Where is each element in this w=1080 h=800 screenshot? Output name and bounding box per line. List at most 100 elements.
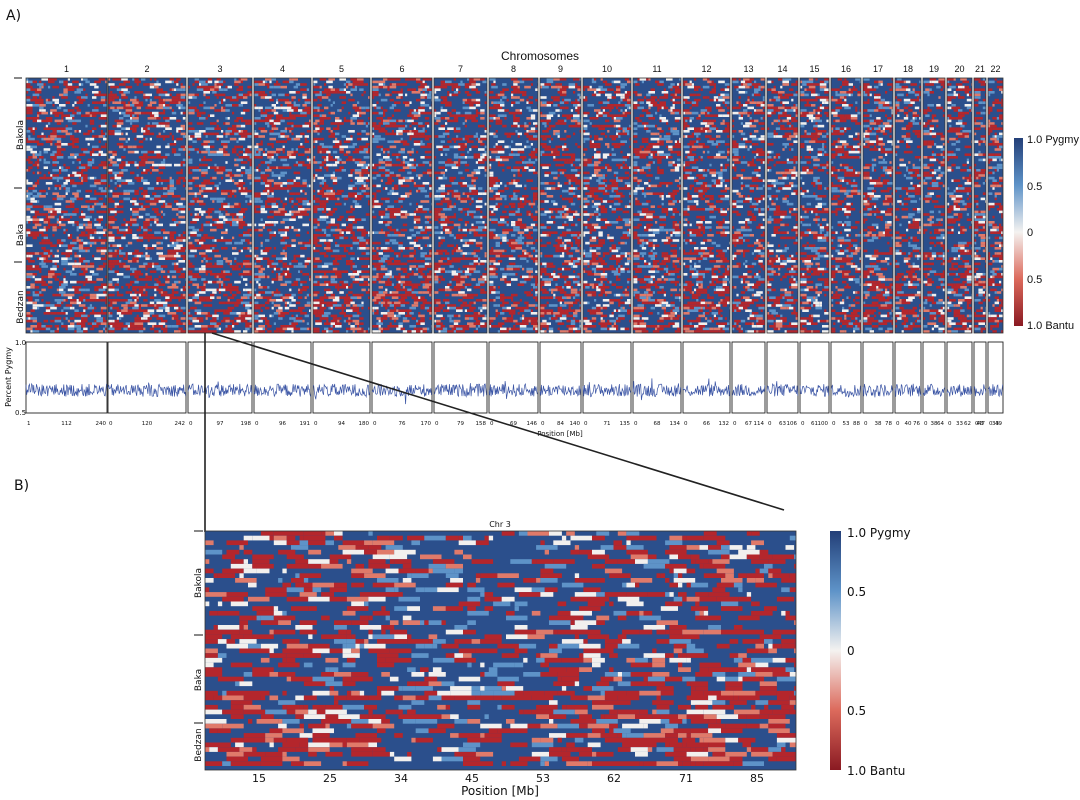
lineplot-chr-10 xyxy=(582,341,632,414)
position-tick-chr-20-0: 0 xyxy=(948,421,952,427)
chromosome-panel-17 xyxy=(862,77,894,334)
position-tick-chr-11-0: 0 xyxy=(634,421,638,427)
position-tick-chr-7-0: 0 xyxy=(435,421,439,427)
chr3-xtick-34: 34 xyxy=(394,772,408,785)
chromosome-panel-20 xyxy=(946,77,973,334)
panel-a-heatmap xyxy=(25,77,1004,334)
percent-pygmy-line-chr-4 xyxy=(253,383,312,398)
chromosome-label-14: 14 xyxy=(777,64,787,74)
chromosome-panel-16 xyxy=(830,77,862,334)
position-tick-chr-18-2: 76 xyxy=(913,421,920,427)
lineplot-chr-4 xyxy=(253,341,312,414)
position-tick-chr-22-1: 33 xyxy=(992,421,999,427)
chromosome-label-22: 22 xyxy=(990,64,1000,74)
lineplot-chr-6 xyxy=(371,341,433,414)
position-tick-chr-19-0: 0 xyxy=(924,421,928,427)
position-tick-chr-3-2: 198 xyxy=(241,421,252,427)
panel-a-group-axis: Bakola Baka Bedzan xyxy=(14,77,26,324)
colorbar-gradient-a xyxy=(1014,138,1023,326)
chromosome-label-20: 20 xyxy=(954,64,964,74)
panel-b-heatmap xyxy=(204,530,797,771)
chr3-xtick-85: 85 xyxy=(750,772,764,785)
group-label-baka: Baka xyxy=(16,224,26,246)
lineplot-chr-16 xyxy=(830,341,862,414)
position-tick-chr-3-1: 97 xyxy=(217,421,224,427)
chr3-group-bakola: Bakola xyxy=(194,568,204,598)
percent-pygmy-line-chr-15 xyxy=(799,384,830,397)
lineplot-chr-18 xyxy=(894,341,922,414)
chromosome-label-16: 16 xyxy=(841,64,851,74)
chromosome-label-3: 3 xyxy=(217,64,222,74)
position-tick-chr-21-2: 47 xyxy=(978,421,985,427)
position-tick-chr-6-2: 170 xyxy=(421,421,432,427)
position-tick-chr-15-1: 61 xyxy=(811,421,818,427)
position-tick-chr-10-1: 71 xyxy=(604,421,611,427)
chromosome-panel-8 xyxy=(488,77,539,334)
position-tick-chr-8-1: 69 xyxy=(510,421,517,427)
chromosome-label-10: 10 xyxy=(602,64,612,74)
percent-pygmy-line-chr-1 xyxy=(25,382,107,397)
lineplot-chr-15 xyxy=(799,341,830,414)
zoom-connector xyxy=(204,332,785,532)
position-tick-chr-1-2: 240 xyxy=(96,421,107,427)
colorbar-b-tick-4: 1.0 Bantu xyxy=(847,764,905,778)
chromosome-label-21: 21 xyxy=(975,64,985,74)
lineplot-chr-22 xyxy=(987,341,1004,414)
position-tick-chr-10-2: 135 xyxy=(620,421,631,427)
lineplot-chr-20 xyxy=(946,341,973,414)
percent-pygmy-line-chr-16 xyxy=(830,384,861,398)
position-tick-chr-21-0: 0 xyxy=(975,421,979,427)
position-tick-chr-7-1: 79 xyxy=(457,421,464,427)
position-tick-chr-14-0: 0 xyxy=(768,421,772,427)
colorbar-a-tick-1: 0.5 xyxy=(1027,181,1042,193)
chromosome-label-1: 1 xyxy=(64,64,69,74)
lineplot-chr-8 xyxy=(488,341,539,414)
position-tick-chr-17-1: 38 xyxy=(875,421,882,427)
panel-b-xaxis: 15 25 34 45 53 62 71 85 Position [Mb] xyxy=(252,772,764,798)
lineplot-chr-9 xyxy=(539,341,582,414)
position-tick-chr-22-2: 49 xyxy=(995,421,1002,427)
lineplot-chr-13 xyxy=(731,341,766,414)
lineplot-chr-17 xyxy=(862,341,894,414)
chromosome-panel-15 xyxy=(799,77,830,334)
chr3-xtick-15: 15 xyxy=(252,772,266,785)
percent-pygmy-line-chr-7 xyxy=(433,383,487,398)
position-tick-chr-15-2: 100 xyxy=(818,421,829,427)
lineplot-chr-19 xyxy=(922,341,946,414)
chromosome-label-6: 6 xyxy=(399,64,404,74)
chromosome-panel-1 xyxy=(25,77,108,334)
chr3-xtick-71: 71 xyxy=(679,772,693,785)
chromosome-label-2: 2 xyxy=(144,64,149,74)
colorbar-b-tick-3: 0.5 xyxy=(847,704,866,718)
chromosome-label-7: 7 xyxy=(458,64,463,74)
position-tick-chr-1-1: 112 xyxy=(61,421,72,427)
chromosome-panel-11 xyxy=(632,77,682,334)
position-tick-chr-14-2: 106 xyxy=(787,421,798,427)
lineplot-position-ticks: 1 112 240 0 120 242 0 97 198 0 96 191 0 94 180 0 76 170 0 7… xyxy=(27,421,1002,427)
panel-b-group-axis: Bakola Baka Bedzan xyxy=(194,530,204,762)
lineplot-chr-14 xyxy=(766,341,799,414)
position-tick-chr-1-0: 1 xyxy=(27,421,31,427)
chromosome-label-17: 17 xyxy=(873,64,883,74)
colorbar-a-tick-4: 1.0 Bantu xyxy=(1027,320,1074,332)
chromosome-panel-13 xyxy=(731,77,766,334)
percent-pygmy-line-chr-18 xyxy=(894,383,922,397)
percent-pygmy-line-chr-2 xyxy=(107,382,187,397)
position-tick-chr-17-0: 0 xyxy=(864,421,868,427)
percent-pygmy-line-chr-21 xyxy=(973,384,987,397)
chromosome-label-15: 15 xyxy=(809,64,819,74)
chromosome-label-5: 5 xyxy=(339,64,344,74)
position-tick-chr-17-2: 78 xyxy=(885,421,892,427)
percent-pygmy-line-chr-14 xyxy=(766,381,799,397)
percent-pygmy-line-chr-17 xyxy=(862,383,893,398)
position-tick-chr-12-0: 0 xyxy=(684,421,688,427)
chr3-xlabel: Position [Mb] xyxy=(461,784,539,798)
chromosome-panel-9 xyxy=(539,77,582,334)
chromosome-label-11: 11 xyxy=(652,64,661,74)
position-tick-chr-16-1: 53 xyxy=(843,421,850,427)
group-label-bedzan: Bedzan xyxy=(16,290,26,323)
percent-pygmy-line-chr-12 xyxy=(682,378,731,397)
position-tick-chr-6-1: 76 xyxy=(399,421,406,427)
position-tick-chr-12-2: 132 xyxy=(719,421,730,427)
colorbar-b-tick-2: 0 xyxy=(847,644,855,658)
